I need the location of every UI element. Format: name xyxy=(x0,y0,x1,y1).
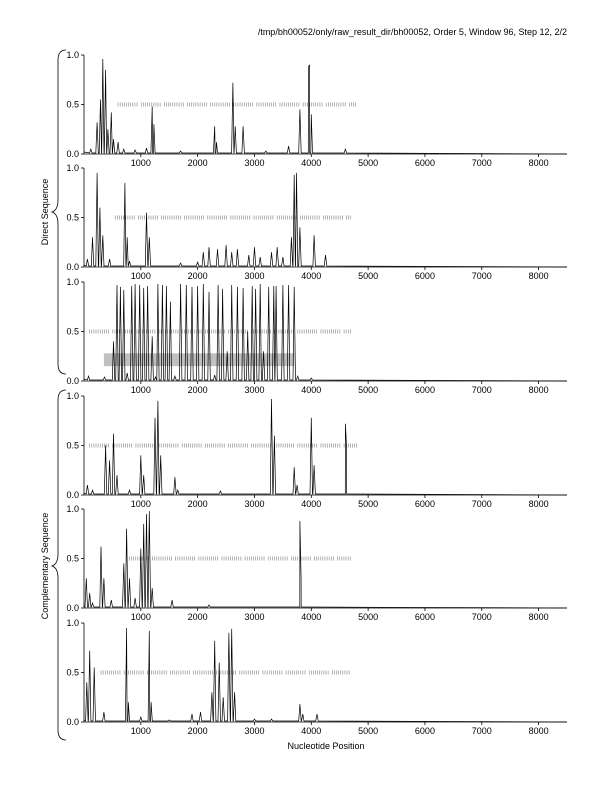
x-tick-label: 5000 xyxy=(358,612,378,622)
y-tick-label: 0.5 xyxy=(66,213,79,223)
x-tick-label: 6000 xyxy=(415,499,435,509)
x-axis-label: Nucleotide Position xyxy=(287,741,364,751)
series-line xyxy=(83,172,568,268)
y-tick-label: 0.5 xyxy=(66,441,79,451)
y-tick-label: 0.5 xyxy=(66,327,79,337)
x-tick-label: 4000 xyxy=(301,158,321,168)
x-tick-label: 6000 xyxy=(415,158,435,168)
x-tick-label: 6000 xyxy=(415,612,435,622)
y-tick-label: 0.5 xyxy=(66,100,79,110)
y-tick-label: 0.0 xyxy=(66,603,79,613)
direct-group-label: Direct Sequence xyxy=(40,179,50,246)
x-tick-label: 7000 xyxy=(472,499,492,509)
direct-group-brace xyxy=(50,49,67,375)
y-tick-label: 0.0 xyxy=(66,376,79,386)
x-tick-label: 4000 xyxy=(301,612,321,622)
y-tick-label: 0.5 xyxy=(66,668,79,678)
y-tick-label: 0.0 xyxy=(66,717,79,727)
x-tick-label: 2000 xyxy=(188,612,208,622)
x-tick-label: 2000 xyxy=(188,726,208,736)
x-tick-label: 1000 xyxy=(131,499,151,509)
y-tick-label: 1.0 xyxy=(66,163,79,173)
x-tick-label: 4000 xyxy=(301,385,321,395)
y-tick-label: 1.0 xyxy=(66,504,79,514)
x-tick-label: 3000 xyxy=(244,271,264,281)
x-tick-label: 5000 xyxy=(358,158,378,168)
y-tick-label: 0.5 xyxy=(66,554,79,564)
x-tick-label: 1000 xyxy=(131,158,151,168)
panel-1: 0.0 0.5 1.0 1000 2000 3000 4000 5000 6000 7000 800… xyxy=(66,50,568,168)
x-tick-label: 7000 xyxy=(472,612,492,622)
y-tick-label: 0.0 xyxy=(66,490,79,500)
x-tick-label: 7000 xyxy=(472,726,492,736)
x-tick-label: 1000 xyxy=(131,726,151,736)
x-tick-label: 8000 xyxy=(529,726,549,736)
x-tick-label: 2000 xyxy=(188,499,208,509)
series-line xyxy=(83,510,568,609)
x-tick-label: 5000 xyxy=(358,271,378,281)
series-line xyxy=(83,283,568,382)
y-tick-label: 1.0 xyxy=(66,277,79,287)
complementary-group-brace xyxy=(50,389,67,741)
x-tick-label: 2000 xyxy=(188,158,208,168)
x-tick-label: 6000 xyxy=(415,726,435,736)
series-line xyxy=(83,398,568,496)
x-tick-label: 5000 xyxy=(358,385,378,395)
y-tick-label: 1.0 xyxy=(66,618,79,628)
panel-4: 0.0 0.5 1.0 1000 2000 3000 4000 5000 6000 7000 800… xyxy=(66,391,568,509)
x-tick-label: 4000 xyxy=(301,499,321,509)
panel-6: 0.0 0.5 1.0 1000 2000 3000 4000 5000 6000 7000 800… xyxy=(66,618,568,736)
x-tick-label: 1000 xyxy=(131,385,151,395)
x-tick-label: 1000 xyxy=(131,271,151,281)
x-tick-label: 3000 xyxy=(244,385,264,395)
x-tick-label: 8000 xyxy=(529,158,549,168)
x-tick-label: 3000 xyxy=(244,612,264,622)
x-tick-label: 8000 xyxy=(529,499,549,509)
x-tick-label: 2000 xyxy=(188,271,208,281)
panel-3: 0.0 0.5 1.0 1000 2000 3000 4000 5000 6000 7000 800… xyxy=(66,277,568,395)
complementary-group-label: Complementary Sequence xyxy=(40,513,50,620)
x-tick-label: 3000 xyxy=(244,726,264,736)
chart-panels: 0.0 0.5 1.0 1000 2000 3000 4000 5000 6000 7000 800… xyxy=(66,50,568,736)
x-tick-label: 5000 xyxy=(358,499,378,509)
x-tick-label: 4000 xyxy=(301,271,321,281)
x-tick-label: 8000 xyxy=(529,385,549,395)
y-tick-label: 1.0 xyxy=(66,391,79,401)
x-tick-label: 4000 xyxy=(301,726,321,736)
series-line xyxy=(83,627,568,723)
y-tick-label: 1.0 xyxy=(66,50,79,60)
series-line xyxy=(83,58,568,155)
x-tick-label: 6000 xyxy=(415,385,435,395)
figure-title: /tmp/bh00052/only/raw_result_dir/bh00052… xyxy=(258,27,567,37)
panel-2: 0.0 0.5 1.0 1000 2000 3000 4000 5000 6000 7000 800… xyxy=(66,163,568,281)
x-tick-label: 7000 xyxy=(472,158,492,168)
x-tick-label: 3000 xyxy=(244,499,264,509)
x-tick-label: 8000 xyxy=(529,271,549,281)
y-tick-label: 0.0 xyxy=(66,149,79,159)
panel-5: 0.0 0.5 1.0 1000 2000 3000 4000 5000 6000 7000 800… xyxy=(66,504,568,622)
x-tick-label: 5000 xyxy=(358,726,378,736)
x-tick-label: 8000 xyxy=(529,612,549,622)
x-tick-label: 2000 xyxy=(188,385,208,395)
x-tick-label: 7000 xyxy=(472,385,492,395)
x-tick-label: 3000 xyxy=(244,158,264,168)
x-tick-label: 6000 xyxy=(415,271,435,281)
x-tick-label: 7000 xyxy=(472,271,492,281)
y-tick-label: 0.0 xyxy=(66,262,79,272)
x-tick-label: 1000 xyxy=(131,612,151,622)
